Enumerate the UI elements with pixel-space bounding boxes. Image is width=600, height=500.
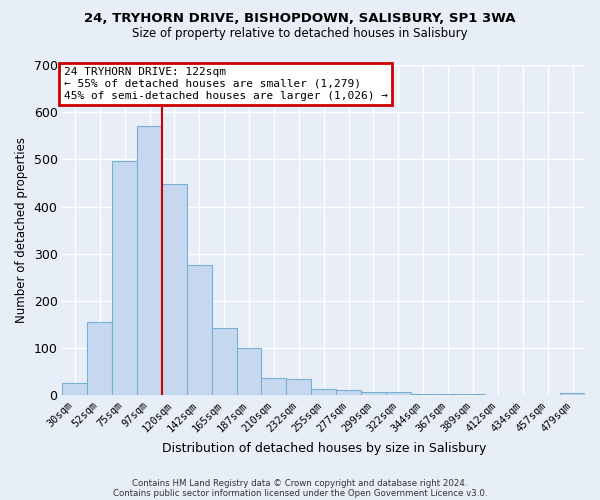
- Text: Contains public sector information licensed under the Open Government Licence v3: Contains public sector information licen…: [113, 488, 487, 498]
- Bar: [560, 393, 585, 395]
- Bar: [311, 388, 336, 395]
- Bar: [137, 126, 162, 395]
- Bar: [187, 266, 212, 395]
- Text: Contains HM Land Registry data © Crown copyright and database right 2024.: Contains HM Land Registry data © Crown c…: [132, 478, 468, 488]
- Bar: [336, 390, 361, 395]
- Bar: [88, 322, 112, 395]
- Bar: [236, 348, 262, 395]
- Bar: [386, 392, 411, 395]
- Bar: [112, 161, 137, 395]
- X-axis label: Distribution of detached houses by size in Salisbury: Distribution of detached houses by size …: [161, 442, 486, 455]
- Bar: [361, 392, 386, 395]
- Text: Size of property relative to detached houses in Salisbury: Size of property relative to detached ho…: [132, 28, 468, 40]
- Text: 24 TRYHORN DRIVE: 122sqm
← 55% of detached houses are smaller (1,279)
45% of sem: 24 TRYHORN DRIVE: 122sqm ← 55% of detach…: [64, 68, 388, 100]
- Bar: [162, 184, 187, 395]
- Text: 24, TRYHORN DRIVE, BISHOPDOWN, SALISBURY, SP1 3WA: 24, TRYHORN DRIVE, BISHOPDOWN, SALISBURY…: [84, 12, 516, 26]
- Bar: [411, 394, 436, 395]
- Bar: [212, 328, 236, 395]
- Bar: [62, 384, 88, 395]
- Y-axis label: Number of detached properties: Number of detached properties: [15, 137, 28, 323]
- Bar: [461, 394, 485, 395]
- Bar: [286, 378, 311, 395]
- Bar: [436, 394, 461, 395]
- Bar: [262, 378, 286, 395]
